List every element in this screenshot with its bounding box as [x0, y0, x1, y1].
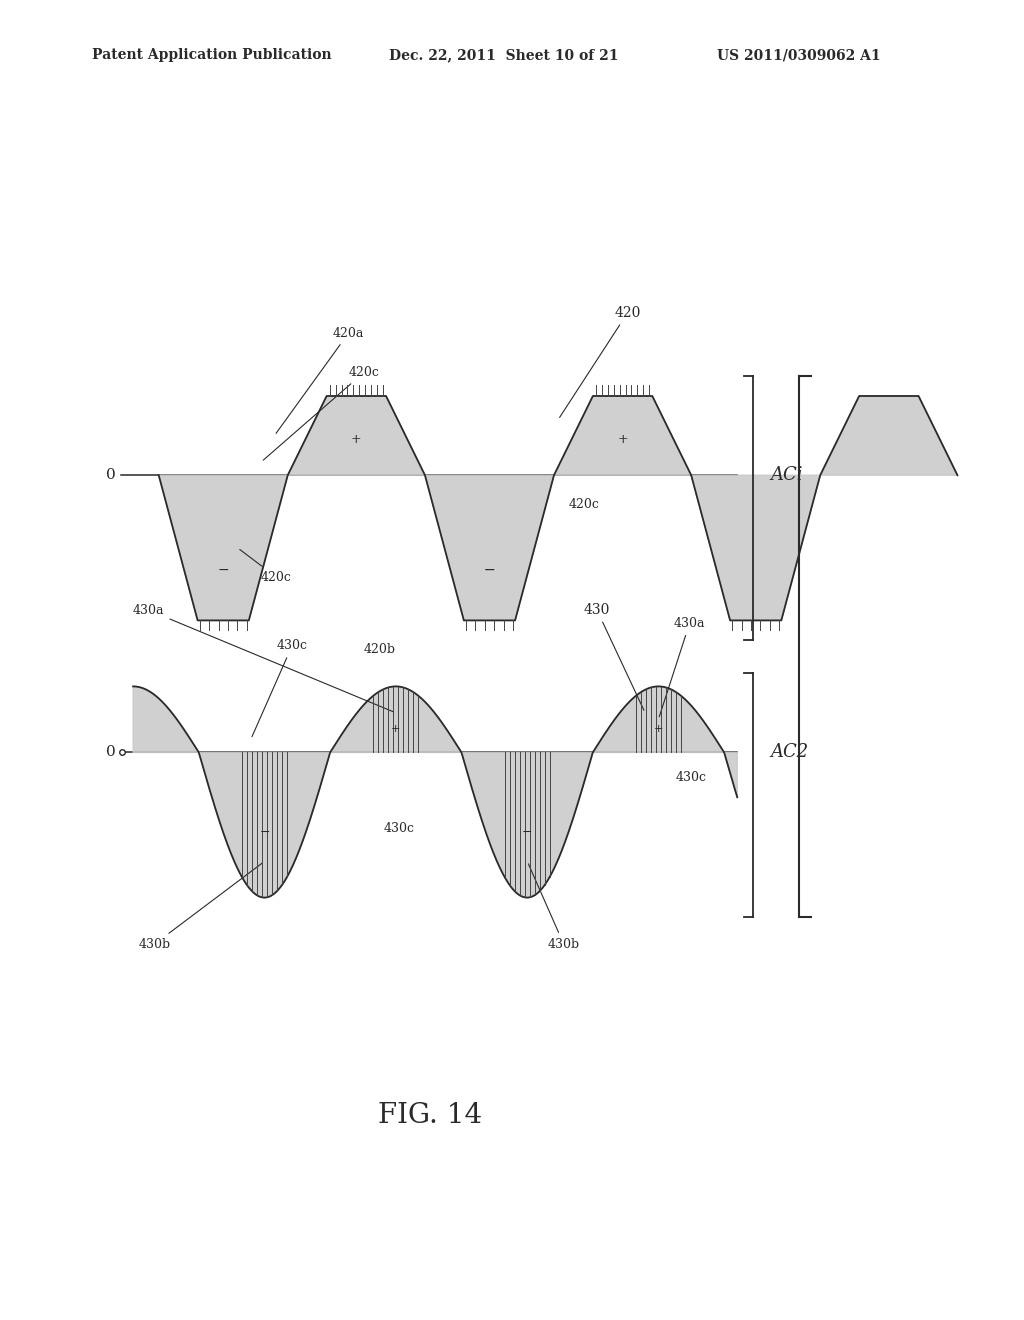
Text: Patent Application Publication: Patent Application Publication: [92, 49, 332, 62]
Text: +: +: [351, 433, 361, 446]
Text: 420a: 420a: [276, 326, 365, 433]
Text: ACi: ACi: [770, 466, 803, 484]
Text: 420c: 420c: [240, 549, 292, 583]
Text: +: +: [653, 725, 664, 734]
Text: −: −: [483, 562, 496, 577]
Text: 420c: 420c: [568, 498, 599, 511]
Text: −: −: [259, 826, 270, 838]
Text: +: +: [391, 725, 400, 734]
Text: 0: 0: [105, 746, 116, 759]
Text: 430c: 430c: [384, 822, 415, 836]
Text: 430a: 430a: [659, 616, 706, 717]
Text: 420: 420: [559, 306, 641, 417]
Text: 430a: 430a: [133, 603, 393, 711]
Text: FIG. 14: FIG. 14: [378, 1102, 482, 1129]
Text: 430b: 430b: [528, 863, 580, 950]
Text: −: −: [522, 826, 532, 838]
Text: 430c: 430c: [252, 639, 307, 737]
Text: 0: 0: [105, 469, 116, 482]
Text: 420c: 420c: [263, 366, 379, 461]
Text: 430c: 430c: [676, 771, 707, 784]
Text: 430: 430: [584, 603, 644, 710]
Text: −: −: [217, 562, 229, 577]
Text: AC2: AC2: [770, 743, 808, 762]
Text: Dec. 22, 2011  Sheet 10 of 21: Dec. 22, 2011 Sheet 10 of 21: [389, 49, 618, 62]
Text: 430b: 430b: [138, 863, 262, 950]
Text: −: −: [483, 562, 496, 577]
Text: 420b: 420b: [364, 643, 395, 656]
Text: +: +: [617, 433, 628, 446]
Text: US 2011/0309062 A1: US 2011/0309062 A1: [717, 49, 881, 62]
